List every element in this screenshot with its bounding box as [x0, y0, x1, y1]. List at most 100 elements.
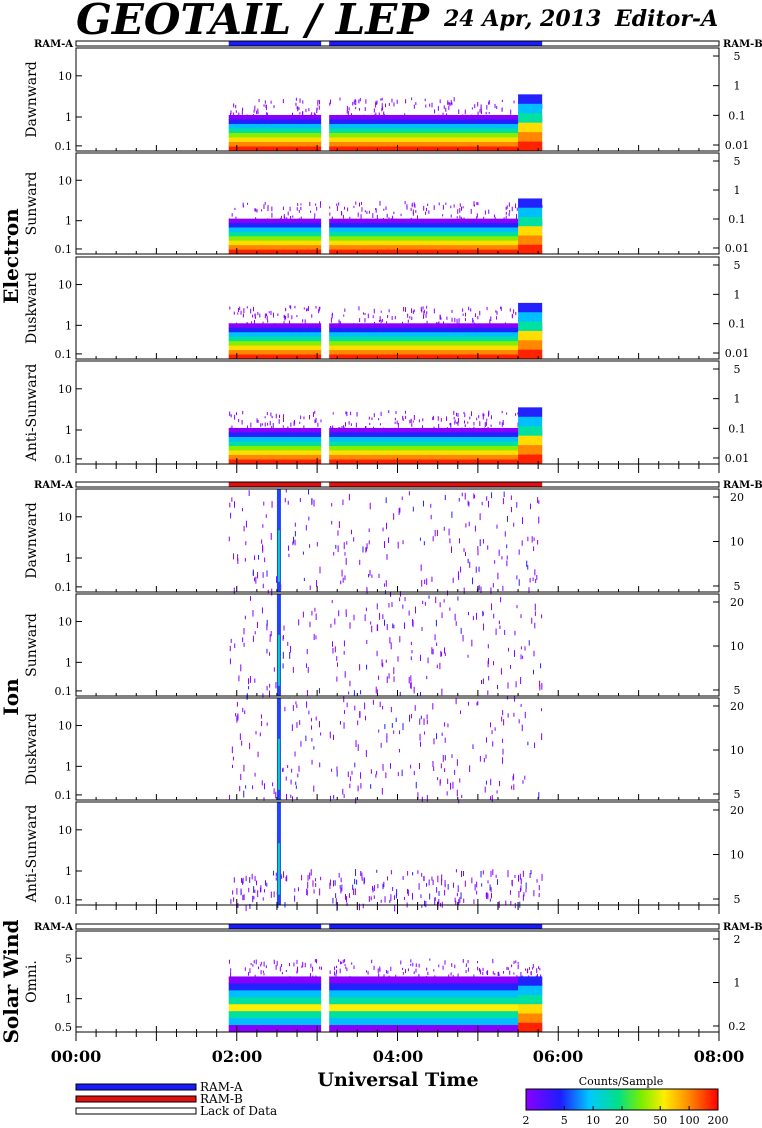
heat-speck — [237, 554, 239, 561]
heat-speck — [536, 574, 538, 580]
heat-speck — [333, 734, 335, 740]
left-tick-label: 0.1 — [55, 789, 73, 802]
heat-speck — [355, 740, 357, 748]
heat-speck — [358, 306, 360, 311]
heat-speck — [245, 541, 247, 546]
heat-speck — [422, 418, 424, 422]
heat-speck — [369, 502, 371, 510]
heat-speck — [398, 748, 400, 753]
heat-speck — [410, 681, 412, 689]
heat-speck — [452, 781, 454, 789]
spectrogram — [228, 302, 543, 360]
heat-speck — [305, 308, 307, 312]
heat-speck — [396, 99, 398, 104]
heat-speck — [300, 216, 302, 222]
heat-speck — [501, 422, 503, 427]
heat-speck — [458, 109, 460, 114]
heat-band — [228, 983, 322, 991]
heat-speck — [514, 650, 516, 657]
heat-speck — [381, 659, 383, 667]
legend-ram-a-swatch — [75, 1083, 197, 1091]
heat-speck — [344, 963, 346, 967]
heat-speck — [435, 619, 437, 627]
heat-speck — [283, 314, 285, 318]
heat-speck — [417, 792, 419, 800]
ram-bar-segment — [329, 924, 543, 929]
heat-speck — [230, 113, 232, 119]
heat-speck — [313, 889, 315, 894]
heat-speck — [536, 879, 538, 883]
heat-speck — [402, 875, 404, 881]
heat-speck — [399, 507, 401, 513]
heat-band — [228, 454, 322, 460]
heat-speck — [437, 875, 439, 883]
heat-speck — [511, 964, 513, 968]
heat-speck — [503, 719, 505, 726]
heat-speck — [287, 313, 289, 319]
heat-speck — [254, 555, 256, 561]
heat-speck — [442, 755, 444, 762]
heat-speck — [437, 322, 439, 325]
heat-speck — [497, 684, 499, 690]
heat-speck — [298, 619, 300, 626]
heat-speck — [378, 729, 380, 733]
heat-speck — [354, 888, 356, 896]
heat-speck — [344, 422, 346, 427]
heat-speck — [333, 880, 335, 887]
heat-speck — [341, 961, 343, 965]
heat-speck — [426, 719, 428, 725]
heat-speck — [338, 872, 340, 878]
chart-editor: Editor-A — [614, 6, 718, 32]
heat-speck — [293, 962, 295, 967]
heat-speck — [242, 410, 244, 415]
heat-speck — [282, 663, 284, 669]
left-tick-label: 0.1 — [55, 243, 73, 256]
heat-speck — [502, 420, 504, 423]
heat-speck — [541, 682, 543, 690]
heat-speck — [494, 216, 496, 221]
heat-speck — [426, 311, 428, 315]
heat-speck — [492, 583, 494, 588]
heat-speck — [433, 308, 435, 314]
heat-speck — [374, 321, 376, 327]
heat-speck — [436, 733, 438, 740]
heat-speck — [447, 884, 449, 890]
heat-speck — [356, 411, 358, 417]
heat-speck — [301, 874, 303, 881]
heat-speck — [378, 418, 380, 421]
heat-speck — [342, 788, 344, 795]
heat-speck — [472, 317, 474, 323]
heat-speck — [383, 619, 385, 626]
heat-speck — [432, 417, 434, 421]
heat-speck — [475, 566, 477, 573]
heat-band — [228, 345, 322, 351]
heat-speck — [366, 211, 368, 215]
heat-speck — [372, 315, 374, 319]
heat-speck — [257, 751, 259, 758]
heat-speck — [237, 713, 239, 720]
heat-speck — [313, 112, 315, 117]
right-tick-label: 10 — [730, 744, 744, 757]
heat-speck — [454, 897, 456, 903]
heat-speck — [336, 662, 338, 667]
heat-speck — [436, 664, 438, 669]
heat-speck — [271, 212, 273, 218]
heat-speck — [308, 108, 310, 112]
heat-speck — [229, 306, 231, 310]
heat-speck — [244, 710, 246, 715]
heat-speck — [331, 427, 333, 433]
heat-speck — [377, 883, 379, 889]
heat-speck — [284, 315, 286, 321]
heat-speck — [501, 410, 503, 414]
heat-speck — [478, 585, 480, 591]
heat-speck — [313, 785, 315, 792]
heat-speck — [444, 768, 446, 773]
heat-speck — [230, 512, 232, 519]
heat-speck — [512, 776, 514, 781]
heat-speck — [297, 887, 299, 892]
heat-speck — [507, 870, 509, 878]
heat-speck — [506, 544, 508, 549]
heat-speck — [262, 572, 264, 578]
heat-speck — [303, 307, 305, 310]
heat-speck — [509, 210, 511, 213]
